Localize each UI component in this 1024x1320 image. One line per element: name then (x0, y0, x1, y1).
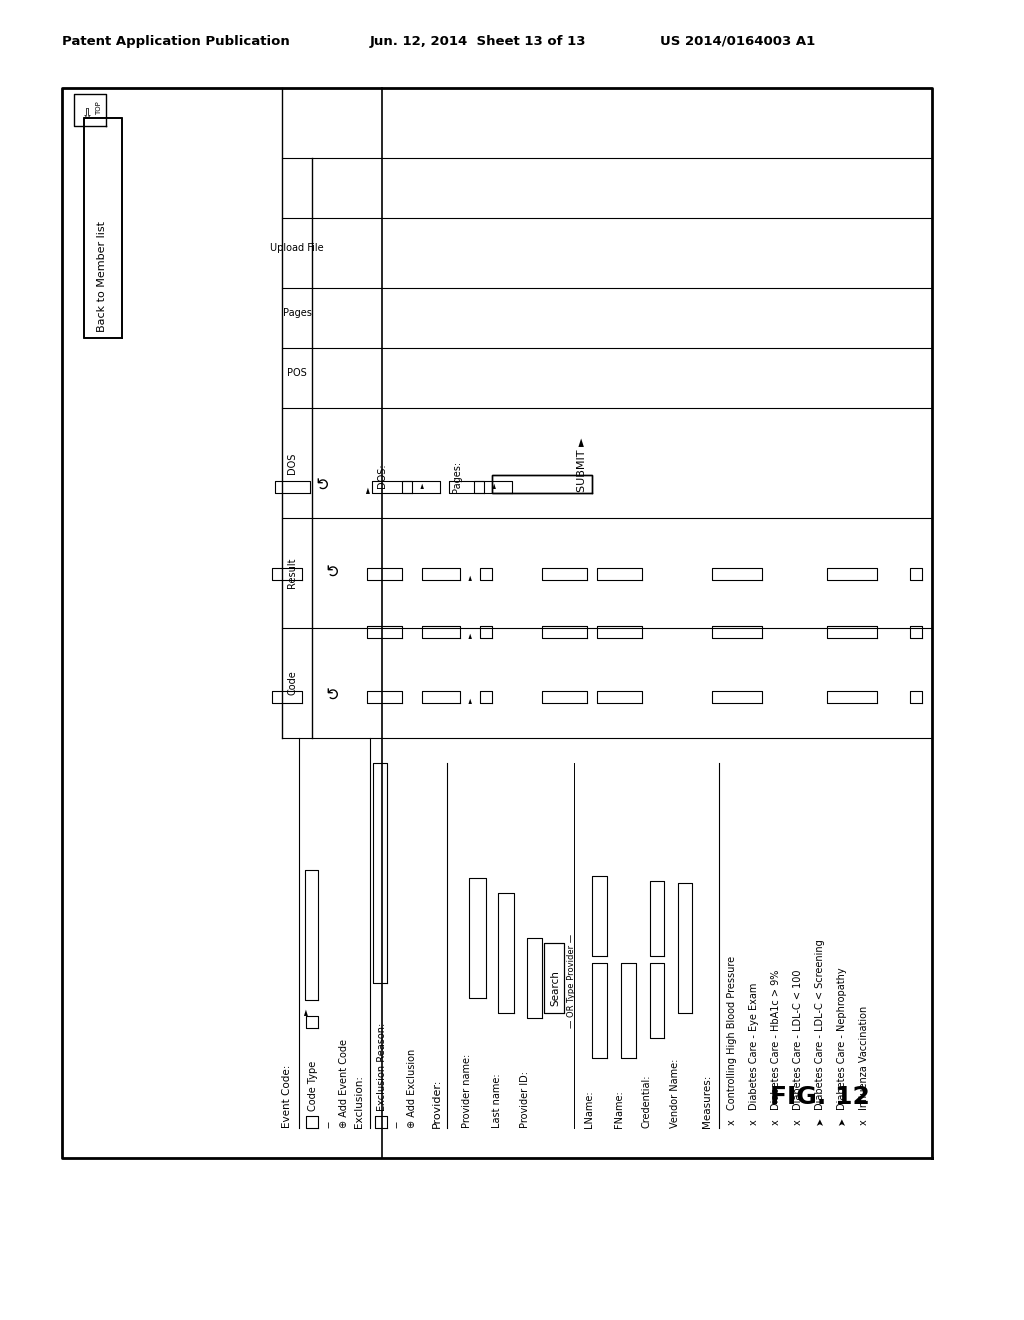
Text: ↺: ↺ (314, 475, 332, 488)
Text: ➤: ➤ (837, 1117, 847, 1125)
Text: ►: ► (468, 574, 474, 579)
Text: ⇦: ⇦ (82, 107, 96, 117)
Text: SUBMIT ►: SUBMIT ► (577, 437, 587, 492)
Polygon shape (84, 117, 122, 338)
Text: Jun. 12, 2014  Sheet 13 of 13: Jun. 12, 2014 Sheet 13 of 13 (370, 36, 587, 48)
Text: Measures:: Measures: (702, 1074, 712, 1129)
Text: DOS: DOS (287, 453, 297, 474)
Text: Diabetes Care - LDL-C < 100: Diabetes Care - LDL-C < 100 (793, 969, 803, 1110)
Text: ↺: ↺ (324, 562, 342, 576)
Text: x: x (727, 1119, 737, 1125)
Text: Credential:: Credential: (642, 1074, 652, 1129)
Text: LName:: LName: (584, 1090, 594, 1129)
Text: ►: ► (362, 487, 372, 492)
Text: ‒: ‒ (392, 1121, 402, 1129)
Text: Vendor Name:: Vendor Name: (670, 1059, 680, 1129)
Text: — OR Type Provider —: — OR Type Provider — (567, 933, 575, 1028)
Text: Diabetes Care - HbA1c > 9%: Diabetes Care - HbA1c > 9% (771, 970, 781, 1110)
Text: Last name:: Last name: (492, 1073, 502, 1129)
Text: Provider name:: Provider name: (462, 1053, 472, 1129)
Text: Code Type: Code Type (308, 1061, 318, 1111)
Text: Diabetes Care - Eye Exam: Diabetes Care - Eye Exam (749, 982, 759, 1110)
Text: DOS:: DOS: (377, 463, 387, 488)
Text: FName:: FName: (614, 1090, 624, 1129)
Text: Event Code:: Event Code: (282, 1065, 292, 1129)
Text: Exclusion:: Exclusion: (354, 1074, 364, 1129)
Text: ►: ► (420, 483, 426, 488)
Text: x: x (793, 1119, 803, 1125)
Text: Patent Application Publication: Patent Application Publication (62, 36, 290, 48)
Text: Pages: Pages (283, 308, 311, 318)
Text: Result: Result (287, 558, 297, 589)
Text: Provider ID:: Provider ID: (520, 1071, 530, 1129)
Text: x: x (771, 1119, 781, 1125)
Text: Influenza Vaccination: Influenza Vaccination (859, 1006, 869, 1110)
Text: Provider:: Provider: (432, 1078, 442, 1129)
Text: TOP: TOP (96, 102, 102, 115)
Text: ↺: ↺ (324, 685, 342, 700)
Polygon shape (544, 942, 564, 1012)
Text: Exclusion Reason:: Exclusion Reason: (377, 1023, 387, 1111)
Text: US 2014/0164003 A1: US 2014/0164003 A1 (660, 36, 815, 48)
Text: Back to Member list: Back to Member list (97, 220, 106, 333)
Polygon shape (492, 475, 592, 492)
Text: Controlling High Blood Pressure: Controlling High Blood Pressure (727, 956, 737, 1110)
Text: ⊕ Add Event Code: ⊕ Add Event Code (339, 1039, 349, 1129)
Text: POS: POS (287, 368, 307, 378)
Text: Upload File: Upload File (270, 243, 324, 253)
Text: FIG. 12: FIG. 12 (770, 1085, 870, 1109)
Text: ➤: ➤ (815, 1117, 825, 1125)
Text: ⊕ Add Exclusion: ⊕ Add Exclusion (407, 1049, 417, 1129)
Text: Diabetes Care - Nephropathy: Diabetes Care - Nephropathy (837, 968, 847, 1110)
Text: Code: Code (287, 671, 297, 696)
Text: ►: ► (301, 1008, 310, 1015)
Text: ►: ► (492, 483, 498, 488)
Text: ►: ► (468, 632, 474, 638)
Text: ‒: ‒ (324, 1121, 334, 1129)
Text: ►: ► (468, 698, 474, 704)
Text: Diabetes Care - LDL-C < Screening: Diabetes Care - LDL-C < Screening (815, 940, 825, 1110)
Text: x: x (859, 1119, 869, 1125)
Text: Pages:: Pages: (452, 461, 462, 492)
Text: Search: Search (550, 970, 560, 1006)
Text: x: x (749, 1119, 759, 1125)
